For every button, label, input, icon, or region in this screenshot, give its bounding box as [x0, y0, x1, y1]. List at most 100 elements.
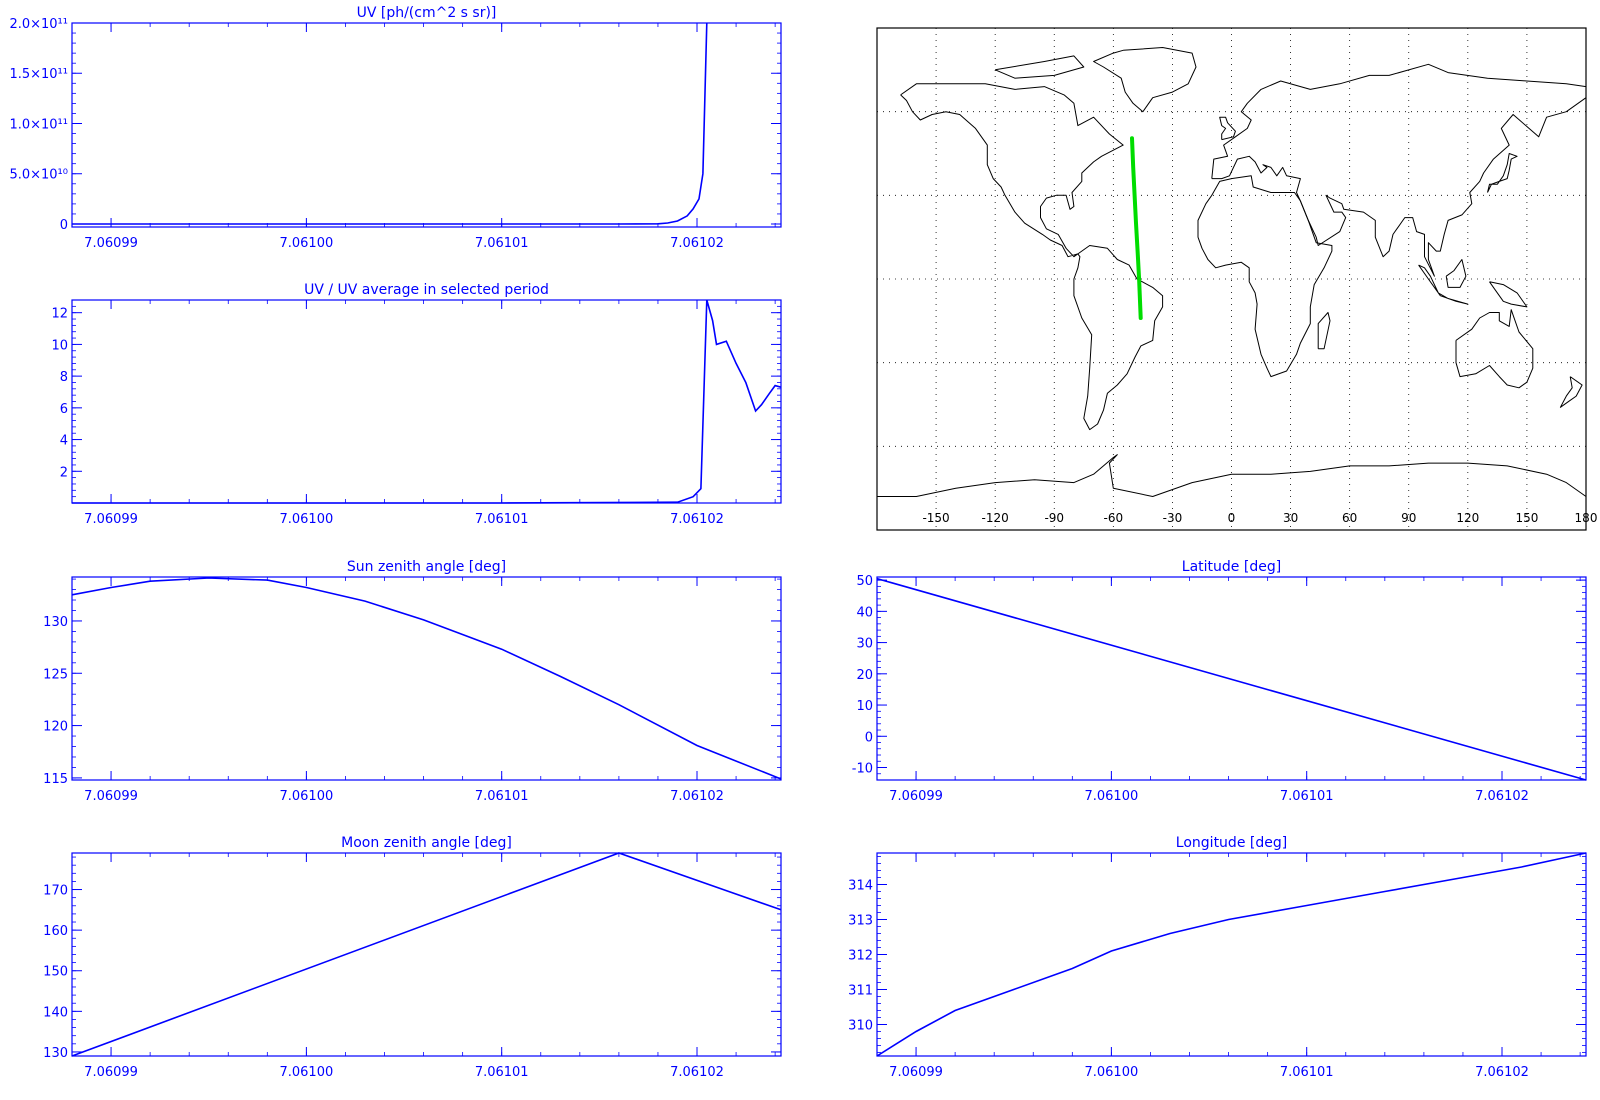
satellite-ground-track [1130, 136, 1143, 320]
series-line [71, 577, 782, 780]
borneo-coast [1445, 259, 1467, 288]
y-tick-label: 30 [856, 637, 873, 652]
indonesia-coast [1418, 264, 1469, 305]
series-line [72, 22, 708, 225]
chart-title: UV / UV average in selected period [304, 282, 549, 298]
x-tick-label: 7.06100 [279, 789, 333, 804]
y-tick-label: 120 [43, 720, 68, 735]
x-tick-label: 7.06101 [475, 512, 529, 527]
x-tick-label: 7.06100 [279, 512, 333, 527]
y-tick-label: 1.5×10¹¹ [9, 67, 68, 82]
australia-coast [1455, 309, 1534, 389]
y-tick-label: 0 [865, 730, 873, 745]
x-tick-label: 7.06099 [84, 789, 138, 804]
africa-coast [1197, 175, 1333, 378]
x-tick-label: 7.06101 [1280, 789, 1334, 804]
y-tick-label: 125 [43, 667, 68, 682]
x-tick-label: 7.06102 [670, 512, 724, 527]
y-tick-label: 130 [43, 615, 68, 630]
y-tick-label: 2.0×10¹¹ [9, 17, 68, 32]
y-tick-label: 50 [856, 574, 873, 589]
map-lon-tick-label: -90 [1044, 511, 1064, 525]
y-tick-label: 311 [848, 984, 873, 999]
y-tick-label: 4 [60, 434, 68, 449]
map-lon-tick-label: 30 [1283, 511, 1298, 525]
y-tick-label: 12 [51, 307, 68, 322]
europe-asia-coast [1211, 63, 1587, 277]
x-tick-label: 7.06100 [1084, 789, 1138, 804]
series-line [876, 852, 1587, 1057]
south-america-coast [1073, 245, 1164, 431]
plot-frame [71, 299, 782, 504]
series-line [72, 299, 782, 504]
y-tick-label: 8 [60, 370, 68, 385]
new-zealand-coast [1559, 376, 1583, 408]
chart-title: Latitude [deg] [1182, 559, 1281, 575]
x-tick-label: 7.06101 [475, 236, 529, 251]
plot-frame [71, 22, 782, 228]
chart-title: Moon zenith angle [deg] [341, 835, 512, 851]
y-tick-label: 0 [60, 218, 68, 233]
y-tick-label: 150 [43, 965, 68, 980]
y-tick-label: 10 [51, 338, 68, 353]
x-tick-label: 7.06100 [279, 236, 333, 251]
map-lon-tick-label: 150 [1515, 511, 1538, 525]
series-line [71, 852, 782, 1057]
plot-frame [876, 852, 1587, 1057]
chart-title: UV [ph/(cm^2 s sr)] [357, 5, 497, 21]
x-tick-label: 7.06099 [84, 512, 138, 527]
y-tick-label: 312 [848, 949, 873, 964]
world-map-panel: -150 -120 -90 -60 -30 0 30 60 90 120 150 180 [876, 27, 1598, 531]
x-tick-label: 7.06101 [475, 789, 529, 804]
map-lon-tick-label: -150 [922, 511, 949, 525]
north-america-coast [900, 83, 1124, 258]
y-tick-label: 10 [856, 699, 873, 714]
x-tick-label: 7.06099 [889, 1065, 943, 1080]
x-tick-label: 7.06102 [670, 236, 724, 251]
plot-frame [71, 576, 782, 781]
plot-frame [876, 576, 1587, 781]
x-tick-label: 7.06100 [279, 1065, 333, 1080]
y-tick-label: 115 [43, 772, 68, 787]
chart-sun-zenith: Sun zenith angle [deg] 7.06099 7.06100 7.06… [43, 559, 782, 804]
x-tick-label: 7.06102 [670, 789, 724, 804]
map-lon-tick-label: 180 [1575, 511, 1598, 525]
x-tick-label: 7.06100 [1084, 1065, 1138, 1080]
chart-title: Longitude [deg] [1176, 835, 1287, 851]
y-tick-label: 1.0×10¹¹ [9, 117, 68, 132]
y-tick-label: 5.0×10¹⁰ [9, 168, 68, 183]
y-tick-label: 130 [43, 1046, 68, 1061]
map-lon-tick-label: 0 [1228, 511, 1236, 525]
chart-uv: UV [ph/(cm^2 s sr)] 7.06099 7.06100 7.06101… [9, 5, 782, 251]
x-tick-label: 7.06102 [670, 1065, 724, 1080]
map-lon-tick-label: 60 [1342, 511, 1357, 525]
x-tick-label: 7.06101 [475, 1065, 529, 1080]
series-line [876, 577, 1587, 781]
map-lon-tick-label: -120 [982, 511, 1009, 525]
map-lon-tick-label: 120 [1456, 511, 1479, 525]
antarctica-coast [877, 454, 1587, 497]
arctic-islands-coast [995, 55, 1085, 79]
y-tick-label: 2 [60, 465, 68, 480]
x-tick-label: 7.06102 [1475, 789, 1529, 804]
y-tick-label: 140 [43, 1005, 68, 1020]
chart-uv-ratio: UV / UV average in selected period 7.0609… [51, 282, 782, 527]
chart-title: Sun zenith angle [deg] [347, 559, 506, 575]
chart-moon-zenith: Moon zenith angle [deg] 7.06099 7.06100 7.0… [43, 835, 782, 1080]
y-tick-label: 313 [848, 914, 873, 929]
uk-coast [1219, 116, 1236, 141]
x-tick-label: 7.06099 [889, 789, 943, 804]
y-tick-label: 160 [43, 924, 68, 939]
map-lon-tick-label: -30 [1163, 511, 1183, 525]
plot-frame [71, 852, 782, 1057]
y-tick-label: -10 [852, 762, 873, 777]
x-tick-label: 7.06101 [1280, 1065, 1334, 1080]
madagascar-coast [1317, 312, 1331, 350]
greenland-coast [1093, 47, 1197, 113]
chart-latitude: Latitude [deg] 7.06099 7.06100 7.06101 7.061… [852, 559, 1587, 804]
japan-coast [1487, 153, 1518, 193]
charts-layer: UV [ph/(cm^2 s sr)] 7.06099 7.06100 7.06101… [9, 5, 1587, 1080]
chart-longitude: Longitude [deg] 7.06099 7.06100 7.06101 7.06… [848, 835, 1587, 1080]
map-lon-tick-label: -60 [1104, 511, 1124, 525]
